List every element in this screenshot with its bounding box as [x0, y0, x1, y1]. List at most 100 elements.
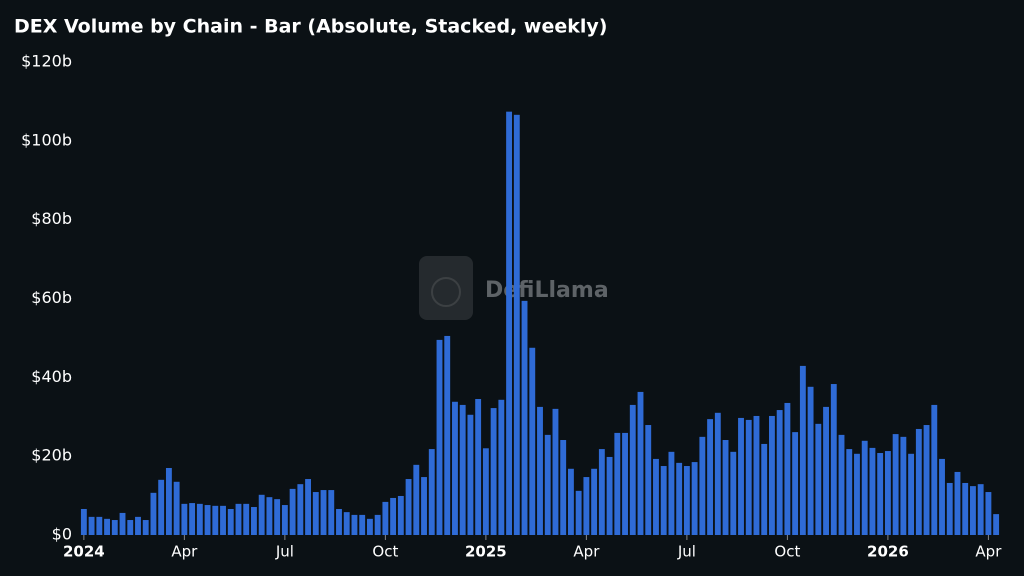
y-tick-label: $120b [21, 52, 72, 71]
bar [637, 391, 644, 535]
x-tick-label: Apr [573, 543, 600, 561]
bar [583, 477, 590, 535]
bar [189, 503, 196, 535]
bar [884, 451, 891, 535]
bar [683, 466, 690, 535]
x-tick-label: 2024 [63, 543, 105, 561]
bar [88, 516, 95, 535]
bar [142, 520, 149, 535]
bar [490, 408, 497, 535]
bar [204, 505, 211, 535]
bar [165, 467, 172, 535]
bar [931, 404, 938, 535]
bar [227, 508, 234, 535]
bar [877, 453, 884, 535]
bar [900, 436, 907, 535]
bar [730, 451, 737, 535]
bar [312, 492, 319, 535]
bar [212, 505, 219, 535]
bar [397, 495, 404, 535]
bar [80, 508, 87, 535]
bar [838, 434, 845, 535]
bar [993, 514, 1000, 535]
bar [946, 482, 953, 535]
bar [328, 490, 335, 535]
bar [977, 484, 984, 535]
bar [776, 410, 783, 535]
bar [366, 518, 373, 535]
bar [96, 516, 103, 535]
bar [923, 425, 930, 535]
bar [521, 300, 528, 535]
bar [111, 520, 118, 535]
logo-circle [431, 277, 461, 307]
bar [158, 479, 165, 535]
bar [119, 512, 126, 535]
bar [289, 488, 296, 535]
bar [359, 514, 366, 535]
y-tick-label: $80b [31, 209, 72, 228]
bar [622, 432, 628, 535]
bar [374, 514, 381, 535]
bar [591, 468, 598, 535]
bar [714, 412, 721, 535]
bar [784, 402, 791, 535]
bar [428, 449, 435, 535]
bar [243, 503, 250, 535]
bar [691, 462, 698, 535]
logo-box [419, 256, 473, 320]
bar [281, 505, 288, 535]
bar [336, 508, 342, 535]
x-tick-label: Oct [774, 543, 800, 561]
bar [150, 492, 157, 535]
bar [738, 417, 744, 535]
x-tick-label: Oct [372, 543, 398, 561]
bar [908, 453, 915, 535]
bar [135, 516, 141, 535]
bar [815, 423, 822, 535]
x-tick-label: Jul [677, 543, 696, 561]
y-tick-label: $60b [31, 288, 72, 307]
bar [970, 486, 976, 535]
bar [892, 434, 899, 535]
bar [575, 490, 582, 535]
x-tick-label: Apr [975, 543, 1002, 561]
bar [745, 419, 752, 535]
bar [220, 505, 226, 535]
y-tick-label: $40b [31, 367, 72, 386]
bar [529, 347, 536, 535]
bar [513, 114, 520, 536]
bar [753, 415, 760, 535]
bar [668, 451, 675, 535]
x-tick-label: Apr [171, 543, 198, 561]
bar [707, 419, 714, 535]
bar [181, 503, 188, 535]
bar [297, 484, 304, 535]
bar [823, 406, 829, 535]
x-tick-label: 2026 [867, 543, 909, 561]
bar [830, 384, 837, 535]
bar [498, 399, 505, 535]
bar [653, 458, 659, 535]
bar [452, 401, 458, 535]
bar [305, 479, 312, 535]
bar [869, 447, 876, 535]
watermark-logo [419, 256, 473, 320]
bar [405, 479, 412, 535]
bar [436, 339, 443, 535]
bar [939, 458, 945, 535]
bar [846, 449, 853, 535]
bar [660, 466, 667, 535]
y-tick-label: $20b [31, 446, 72, 465]
chart-title: DEX Volume by Chain - Bar (Absolute, Sta… [14, 16, 607, 38]
y-tick-label: $0 [52, 525, 72, 544]
bar [258, 494, 265, 535]
bar [127, 520, 134, 535]
x-tick-label: Jul [275, 543, 294, 561]
bar [598, 449, 605, 535]
bar [274, 499, 281, 535]
bar [506, 111, 513, 535]
bar [807, 386, 814, 535]
bar [699, 436, 706, 535]
